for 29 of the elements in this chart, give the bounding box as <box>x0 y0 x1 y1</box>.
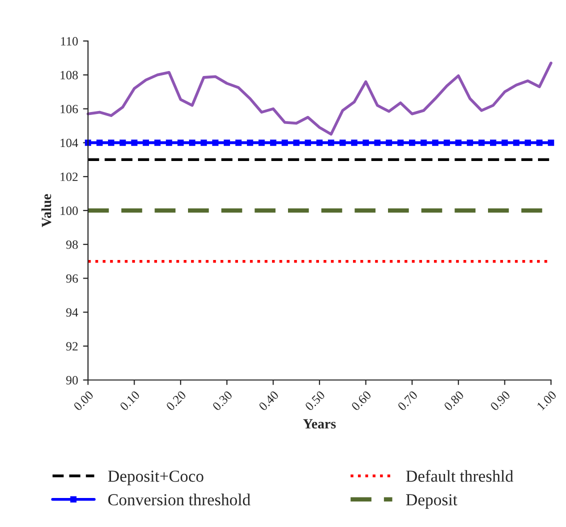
x-tick-label: 0.70 <box>397 390 418 412</box>
x-tick-label: 0.90 <box>490 390 511 412</box>
y-tick-label: 108 <box>60 70 78 80</box>
y-tick-label: 100 <box>60 206 78 215</box>
line-series <box>86 62 552 136</box>
y-tick-label: 92 <box>66 342 78 351</box>
y-tick-label: 104 <box>60 138 78 148</box>
y-tick-label: 90 <box>66 376 78 384</box>
y-tick-label: 96 <box>66 274 78 283</box>
x-tick-label: 0.80 <box>444 390 464 412</box>
legend-label: Conversion threshold <box>108 494 250 506</box>
x-tick-label: 0.40 <box>258 390 280 412</box>
y-tick-label: 94 <box>66 308 78 317</box>
legend-label: Deposit <box>406 494 458 509</box>
legend-label: Deposit+Coco <box>108 470 204 486</box>
x-tick-label: 0.50 <box>304 390 326 412</box>
x-tick-label: 0.60 <box>350 390 372 412</box>
legend-label: Default threshld <box>406 470 514 482</box>
y-axis-title: Value <box>41 194 52 228</box>
y-tick-label: 98 <box>66 240 78 249</box>
x-tick-label: 1.00 <box>536 390 557 411</box>
x-axis-title: Years <box>303 419 336 429</box>
x-tick-label: 0.10 <box>119 390 140 412</box>
x-tick-label: 0.30 <box>212 390 233 412</box>
y-tick-label: 106 <box>60 104 78 114</box>
x-tick-label: 0.20 <box>166 390 187 412</box>
y-tick-label: 110 <box>61 37 78 46</box>
x-tick-label: 0.00 <box>73 390 94 412</box>
y-tick-label: 102 <box>60 172 78 182</box>
